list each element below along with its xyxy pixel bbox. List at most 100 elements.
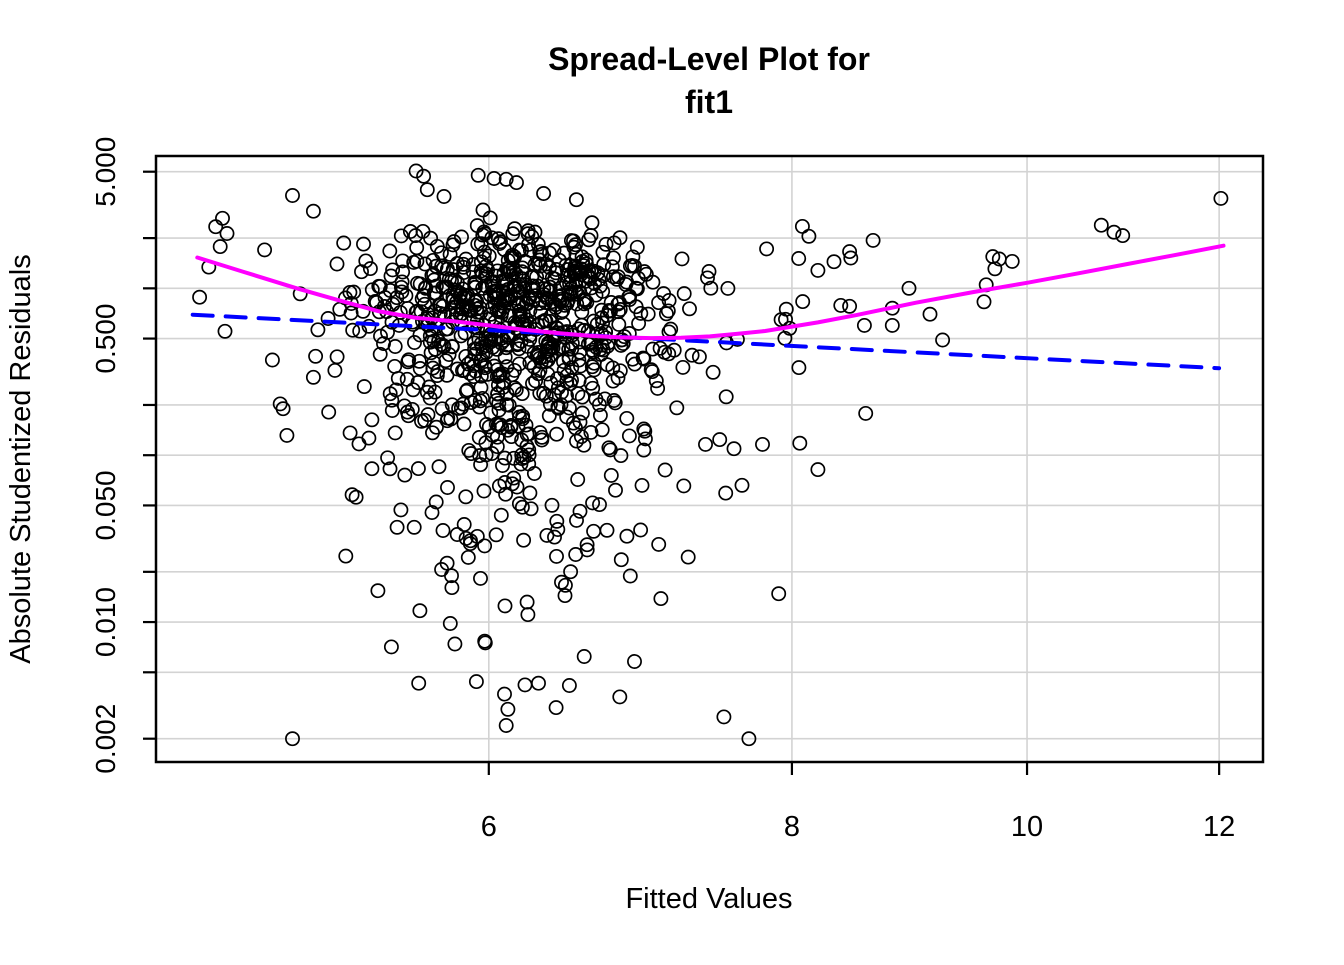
data-point: [406, 254, 422, 270]
data-point: [208, 219, 224, 235]
data-point: [792, 435, 808, 451]
data-point: [511, 356, 527, 372]
data-point: [636, 264, 652, 280]
data-point: [272, 396, 288, 412]
data-point: [572, 503, 588, 519]
data-point: [431, 333, 447, 349]
data-point: [680, 549, 696, 565]
data-point: [431, 459, 447, 475]
data-point: [472, 448, 488, 464]
data-point: [656, 286, 672, 302]
data-point: [657, 462, 673, 478]
y-axis-title: Absolute Studentized Residuals: [5, 254, 37, 663]
data-point: [601, 440, 617, 456]
data-point: [625, 249, 641, 265]
axis-tick-labels: 6 8 10 12 5.000 0.500 0.050 0.010 0.002: [90, 137, 1235, 843]
data-point: [257, 242, 273, 258]
data-point: [498, 171, 514, 187]
data-point: [285, 188, 300, 203]
data-point: [436, 189, 452, 204]
data-point: [382, 386, 398, 402]
data-point: [676, 478, 692, 494]
data-point: [557, 577, 573, 593]
data-point: [389, 519, 405, 535]
data-point: [419, 384, 435, 400]
data-point: [336, 235, 352, 251]
data-point: [579, 542, 595, 558]
data-point: [418, 280, 433, 296]
data-point: [603, 467, 619, 483]
data-point: [755, 436, 770, 452]
data-point: [778, 301, 794, 317]
data-point: [669, 400, 685, 416]
data-point: [463, 446, 479, 462]
data-point: [468, 674, 484, 690]
data-point: [516, 532, 532, 548]
data-point: [842, 244, 858, 260]
data-point: [373, 328, 388, 344]
data-point: [619, 410, 635, 426]
data-point: [348, 489, 364, 505]
data-point: [433, 337, 449, 353]
data-point: [384, 392, 400, 408]
data-point: [192, 289, 208, 305]
data-point: [842, 298, 858, 314]
data-point: [475, 390, 490, 406]
data-point: [901, 280, 917, 296]
data-point: [481, 248, 497, 264]
data-point: [576, 292, 592, 307]
data-point: [549, 426, 565, 442]
data-point: [570, 472, 586, 487]
data-point: [509, 479, 525, 495]
data-point: [458, 299, 474, 315]
data-point: [449, 527, 465, 542]
data-point: [509, 337, 525, 353]
data-point: [712, 432, 728, 448]
data-point: [483, 405, 499, 421]
data-point: [625, 351, 641, 367]
data-point: [476, 224, 492, 240]
data-point: [346, 284, 362, 300]
x-tick-label: 6: [481, 811, 497, 843]
data-point: [634, 477, 650, 493]
data-point: [393, 228, 409, 244]
data-point: [511, 295, 526, 311]
data-point: [576, 296, 592, 312]
y-tick-label: 0.050: [90, 470, 121, 540]
data-point: [509, 175, 524, 191]
data-point: [279, 427, 295, 443]
data-point: [364, 412, 380, 428]
data-point: [382, 461, 398, 477]
data-point: [345, 322, 361, 338]
data-point: [652, 340, 668, 356]
data-point: [557, 329, 573, 345]
data-point: [395, 264, 411, 280]
data-point: [541, 408, 557, 424]
data-point: [397, 467, 413, 483]
chart-title-line2: fit1: [685, 84, 733, 120]
data-point: [458, 383, 474, 399]
data-point: [607, 395, 623, 411]
data-point: [568, 192, 584, 208]
data-point: [682, 301, 697, 317]
data-point: [595, 268, 611, 284]
data-point: [514, 499, 530, 515]
data-point: [602, 442, 618, 458]
data-point: [558, 257, 574, 273]
data-point: [536, 281, 552, 297]
data-point: [810, 262, 826, 278]
data-point: [826, 254, 842, 270]
data-point: [505, 226, 521, 242]
data-point: [624, 257, 640, 273]
data-point: [428, 494, 444, 510]
data-point: [402, 224, 418, 239]
data-point: [394, 274, 410, 290]
data-point: [660, 303, 676, 319]
data-point: [395, 253, 411, 269]
data-point: [720, 280, 736, 296]
data-point: [549, 548, 564, 564]
x-tick-label: 12: [1203, 811, 1235, 843]
data-point: [734, 477, 750, 493]
data-point: [471, 399, 487, 415]
data-point: [1004, 253, 1020, 269]
